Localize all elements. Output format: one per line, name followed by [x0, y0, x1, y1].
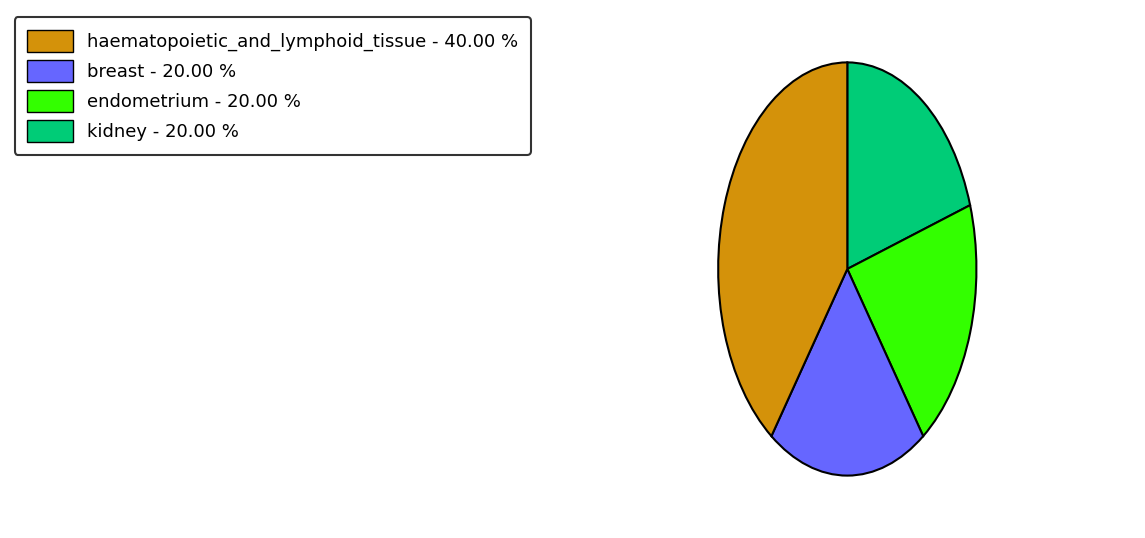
Legend: haematopoietic_and_lymphoid_tissue - 40.00 %, breast - 20.00 %, endometrium - 20: haematopoietic_and_lymphoid_tissue - 40.…	[15, 17, 531, 155]
Wedge shape	[718, 62, 847, 436]
Wedge shape	[847, 62, 970, 269]
Wedge shape	[847, 205, 977, 436]
Wedge shape	[772, 269, 923, 476]
